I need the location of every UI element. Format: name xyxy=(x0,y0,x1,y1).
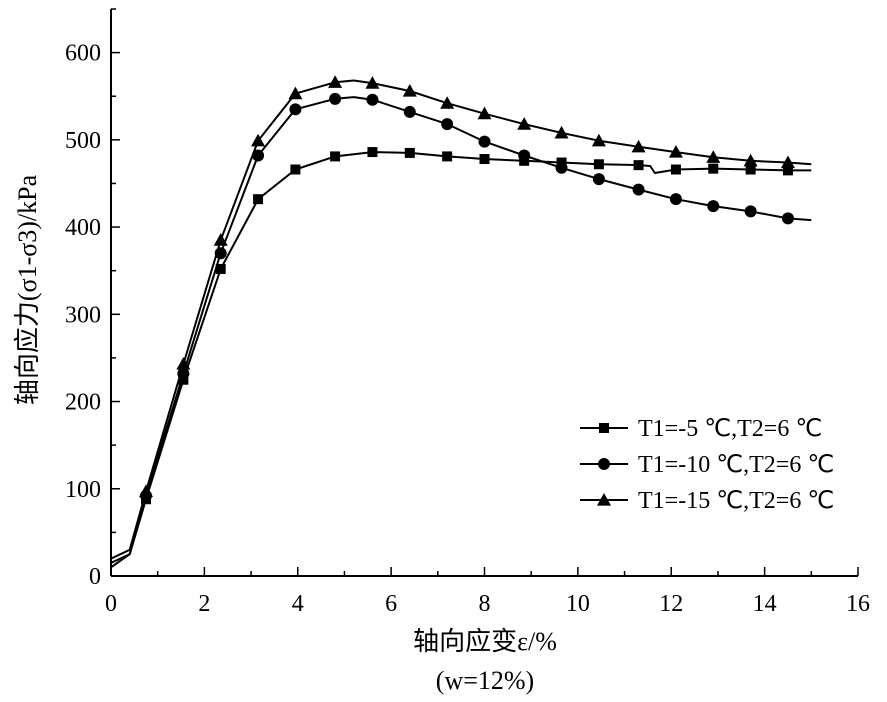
square-marker xyxy=(593,159,604,170)
circle-marker xyxy=(632,183,645,196)
legend-item-3: T1=-15 ℃,T2=6 ℃ xyxy=(580,488,834,514)
square-marker xyxy=(479,154,490,165)
triangle-marker xyxy=(517,117,532,130)
legend-label: T1=-5 ℃,T2=6 ℃ xyxy=(638,416,822,442)
y-tick-label: 0 xyxy=(89,564,101,590)
x-tick-label: 8 xyxy=(479,591,491,617)
square-marker xyxy=(708,163,719,174)
circle-marker xyxy=(592,173,605,186)
square-marker xyxy=(178,374,189,385)
triangle-marker xyxy=(328,75,343,88)
x-tick-label: 10 xyxy=(566,591,590,617)
y-tick-label: 200 xyxy=(65,390,101,416)
triangle-marker xyxy=(213,233,228,246)
legend: T1=-5 ℃,T2=6 ℃ T1=-10 ℃,T2=6 ℃ T1=-15 ℃,T2… xyxy=(580,416,834,514)
circle-marker xyxy=(669,193,682,206)
square-marker xyxy=(782,165,793,176)
triangle-marker xyxy=(780,155,795,169)
y-tick-label: 600 xyxy=(65,41,101,67)
triangle-marker xyxy=(477,106,492,120)
square-marker xyxy=(290,164,301,175)
x-tick-label: 2 xyxy=(198,591,210,617)
series-line xyxy=(110,96,812,564)
square-marker xyxy=(745,164,756,175)
x-tick-label: 4 xyxy=(292,591,304,617)
x-tick-label: 16 xyxy=(846,591,870,617)
square-marker xyxy=(633,160,644,171)
square-marker xyxy=(670,164,681,175)
triangle-marker xyxy=(554,125,569,139)
square-marker xyxy=(404,147,415,158)
legend-item-1: T1=-5 ℃,T2=6 ℃ xyxy=(580,416,822,442)
triangle-marker xyxy=(288,86,303,100)
triangle-marker xyxy=(402,83,417,97)
circle-marker xyxy=(329,92,342,105)
triangle-marker xyxy=(706,150,721,163)
square-marker xyxy=(599,423,609,433)
y-tick-label: 300 xyxy=(65,302,101,328)
y-tick-label: 400 xyxy=(65,215,101,241)
triangle-marker xyxy=(743,153,758,167)
x-axis-label: 轴向应变ε/% xyxy=(413,627,557,656)
square-marker xyxy=(367,147,378,158)
x-axis-note: (w=12%) xyxy=(436,666,534,695)
triangle-marker xyxy=(591,133,606,147)
circle-marker xyxy=(744,205,757,218)
square-marker xyxy=(215,263,226,274)
circle-marker xyxy=(403,105,416,118)
circle-marker xyxy=(555,161,568,174)
square-marker xyxy=(330,151,341,162)
circle-marker xyxy=(289,103,302,116)
y-axis-label: 轴向应力(σ1-σ3)/kPa xyxy=(13,174,42,405)
x-tick-label: 14 xyxy=(753,591,777,617)
series-line xyxy=(110,79,812,560)
triangle-marker xyxy=(365,76,380,89)
circle-marker xyxy=(518,149,531,162)
legend-label: T1=-10 ℃,T2=6 ℃ xyxy=(638,452,834,478)
axes: 0 2 4 6 8 10 12 14 16 0 100 200 300 400 500 600 xyxy=(65,8,870,617)
circle-marker xyxy=(478,135,491,148)
series-layer xyxy=(110,75,812,569)
triangle-marker xyxy=(251,133,266,147)
triangle-marker xyxy=(597,493,611,506)
circle-marker xyxy=(252,149,265,162)
legend-label: T1=-15 ℃,T2=6 ℃ xyxy=(638,488,834,514)
triangle-marker xyxy=(668,145,683,158)
triangle-marker xyxy=(631,139,646,153)
y-tick-label: 500 xyxy=(65,128,101,154)
triangle-marker xyxy=(176,357,191,370)
circle-marker xyxy=(707,200,720,213)
circle-marker xyxy=(366,93,379,106)
square-marker xyxy=(253,194,264,205)
series-3 xyxy=(110,75,812,560)
legend-item-2: T1=-10 ℃,T2=6 ℃ xyxy=(580,452,834,478)
x-tick-label: 0 xyxy=(105,591,117,617)
triangle-marker xyxy=(440,96,455,109)
circle-marker xyxy=(781,212,794,225)
square-marker xyxy=(442,151,453,162)
circle-marker xyxy=(598,458,610,470)
triangle-marker xyxy=(139,484,154,497)
y-tick-label: 100 xyxy=(65,477,101,503)
circle-marker xyxy=(441,118,454,131)
x-tick-label: 6 xyxy=(385,591,397,617)
x-tick-label: 12 xyxy=(659,591,683,617)
